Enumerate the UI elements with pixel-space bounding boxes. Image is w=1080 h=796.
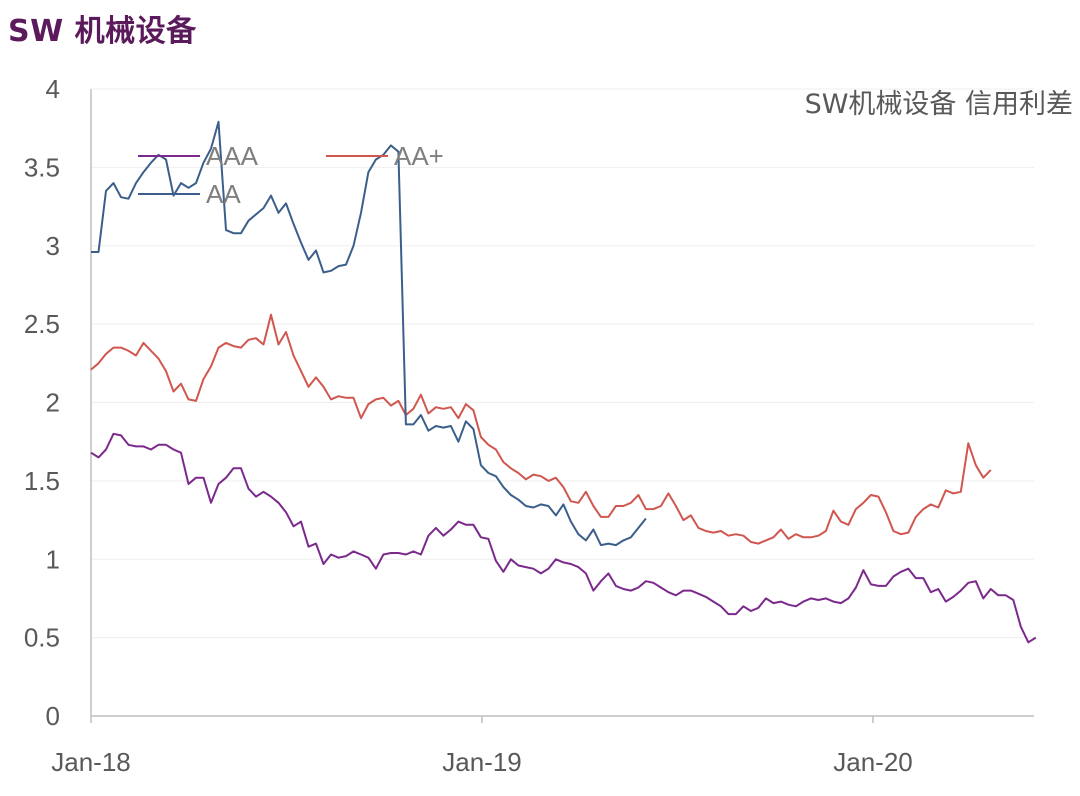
chart-title: SW机械设备 信用利差 bbox=[805, 89, 1073, 120]
x-tick-label: Jan-20 bbox=[833, 747, 913, 777]
y-tick-label: 4 bbox=[46, 74, 60, 104]
y-tick-label: 1 bbox=[46, 544, 60, 574]
series-line-aaplus bbox=[90, 313, 992, 545]
y-tick-label: 2.5 bbox=[24, 309, 60, 339]
y-tick-label: 3.5 bbox=[24, 152, 60, 182]
legend-label: AA+ bbox=[394, 141, 444, 171]
y-tick-label: 1.5 bbox=[24, 466, 60, 496]
series-line-aa bbox=[91, 120, 647, 547]
page-title: SW 机械设备 bbox=[8, 14, 197, 49]
y-tick-label: 2 bbox=[46, 388, 60, 418]
series-lines bbox=[90, 120, 1037, 644]
axes: 0 0.5 1 1.5 2 2.5 3 3.5 4 Jan-18 Jan-19 Jan-20 bbox=[24, 74, 1034, 777]
legend-label: AAA bbox=[206, 141, 259, 171]
y-tick-label: 3 bbox=[46, 231, 60, 261]
gridlines bbox=[91, 88, 1034, 639]
y-tick-label: 0.5 bbox=[24, 623, 60, 653]
x-tick-label: Jan-19 bbox=[442, 747, 522, 777]
legend: AAA AA+ AA bbox=[138, 141, 444, 209]
series-line-aaa bbox=[90, 432, 1037, 644]
x-tick-label: Jan-18 bbox=[51, 747, 131, 777]
y-tick-label: 0 bbox=[46, 701, 60, 731]
legend-label: AA bbox=[206, 179, 241, 209]
